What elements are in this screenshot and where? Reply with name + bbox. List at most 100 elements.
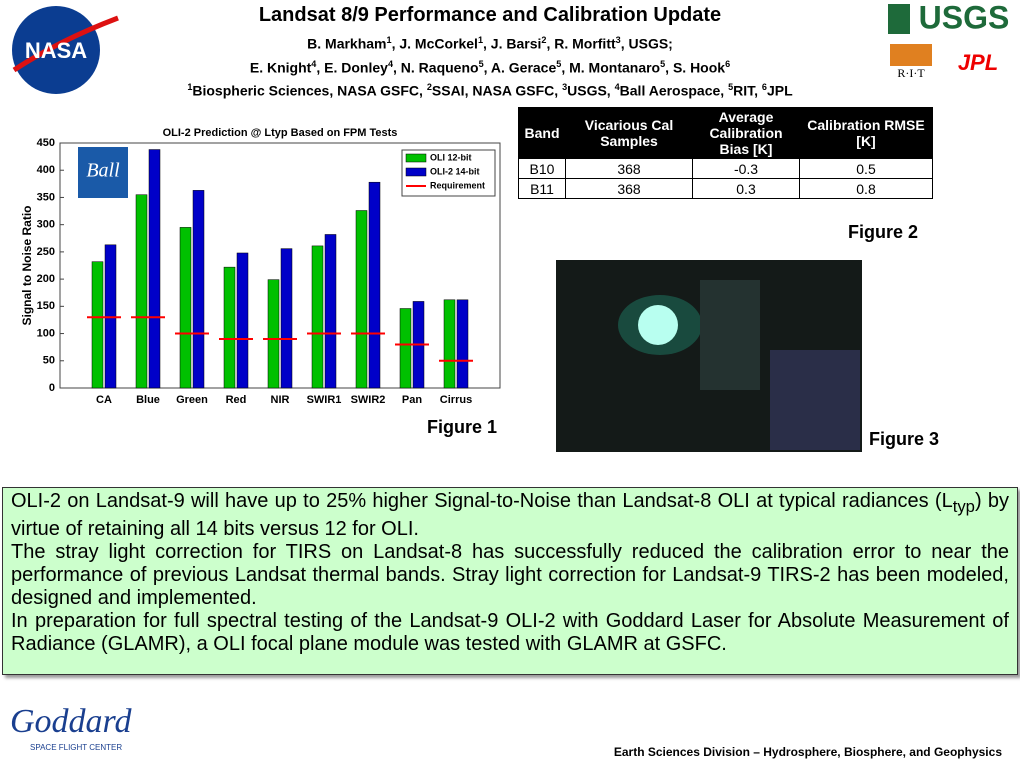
paragraph: The stray light correction for TIRS on L… [11,541,1009,610]
table-row: B10 368 -0.3 0.5 [518,158,933,179]
bar [267,279,280,389]
paragraph: OLI-2 on Landsat-9 will have up to 25% h… [11,490,1009,541]
photo-equipment [700,280,760,390]
column-header: Band [518,107,566,159]
caption: Figure 1 [427,417,498,437]
y-tick-label: 300 [37,219,55,231]
affiliation-number: 1 [187,82,193,93]
bar [443,299,456,389]
usgs-mark [888,4,910,34]
affiliation-number: 2 [426,82,432,93]
author-line: B. Markham1, J. McCorkel1, J. Barsi2, R.… [130,30,850,54]
ball-logo [78,147,128,198]
author-text: , M. Montanaro [561,59,661,76]
author-text: Biospheric Sciences, NASA GSFC, [192,82,427,99]
photo-equipment [770,350,860,450]
header-row: Band Vicarious Cal Samples Average Calibra… [518,107,933,159]
bar [179,227,192,389]
bar [355,210,368,389]
column-header: Vicarious Cal Samples [565,107,693,159]
nasa-logo [12,6,100,94]
affiliation-number: 5 [478,58,484,69]
nasa-text: NASA [25,38,87,63]
author-text: JPL [766,82,793,99]
author-text: , R. Morfitt [546,35,616,52]
author-text: SSAI, NASA GSFC, [431,82,563,99]
x-tick-label: Pan [402,394,422,406]
x-tick-label: Blue [136,394,160,406]
author-text: RIT, [733,82,762,99]
rit-tiger [890,44,932,66]
summary-box: OLI-2 on Landsat-9 will have up to 25% h… [2,487,1018,675]
affiliation-number: 5 [660,58,666,69]
author-text: , J. Barsi [483,35,542,52]
usgs-text: USGS [919,0,1010,35]
author-text: E. Knight [249,59,312,76]
paragraph-text: OLI-2 on Landsat-9 will have up to 25% h… [11,490,953,512]
y-tick-label: 150 [37,300,55,312]
affiliation-number: 1 [386,35,392,45]
author-text: , A. Gerace [483,59,557,76]
bar [280,248,293,389]
bar [236,252,249,389]
affiliation-number: 1 [477,35,483,45]
author-text: , J. McCorkel [391,35,478,52]
y-tick-label: 100 [37,327,55,339]
table-cell: 368 [565,178,693,199]
affiliation-number: 6 [725,58,731,69]
table-cell: 368 [565,158,693,179]
bar [148,149,161,389]
x-tick-label: CA [96,394,112,406]
results-table: Band Vicarious Cal Samples Average Calibra… [518,107,933,199]
affiliation-number: 4 [387,58,393,69]
ball-text: Ball [86,160,120,182]
y-axis-label: Signal to Noise Ratio [20,205,34,325]
bar [192,190,205,389]
paragraph-text: The stray light correction for TIRS on L… [11,541,1009,609]
y-tick-label: 50 [43,355,55,367]
bar [456,299,469,389]
goddard-sub: SPACE FLIGHT CENTER [30,743,122,752]
y-tick-label: 450 [37,137,55,149]
chart-title: OLI-2 Prediction @ Ltyp Based on FPM Tes… [163,127,398,139]
affiliation-number: 6 [761,82,767,93]
y-tick-label: 400 [37,164,55,176]
table-cell: B10 [518,158,566,179]
y-tick-label: 0 [49,382,55,394]
y-tick-label: 200 [37,273,55,285]
bar [399,308,412,389]
x-tick-label: SWIR2 [351,394,386,406]
caption: Figure 2 [848,222,919,242]
author-text: , E. Donley [316,59,388,76]
jpl-text: JPL [958,50,998,75]
affiliation-number: 5 [728,82,734,93]
legend-swatch [405,167,427,177]
affiliation-number: 5 [556,58,562,69]
authors: B. Markham1, J. McCorkel1, J. Barsi2, R.… [130,30,850,101]
rit-text: R·I·T [897,66,925,80]
table-row: B11 368 0.3 0.8 [518,178,933,199]
author-text: , USGS; [620,35,673,52]
bar [91,261,104,389]
y-tick-label: 250 [37,246,55,258]
x-tick-label: Red [226,394,247,406]
bar [135,194,148,389]
legend-label: Requirement [430,180,485,190]
legend-label: OLI 12-bit [430,152,472,162]
bar [311,245,324,389]
table-cell: 0.8 [799,178,933,199]
paragraph-text: ) by virtue of retaining all 14 bits ver… [11,490,1009,540]
author-text: Ball Aerospace, [619,82,729,99]
bar [368,181,381,389]
table-cell: 0.3 [692,178,800,199]
title: Landsat 8/9 Performance and Calibration … [258,4,722,26]
x-tick-label: Cirrus [440,394,472,406]
table-cell: B11 [518,178,566,199]
column-header: Calibration RMSE [K] [799,107,933,159]
photo-lamp [638,305,678,345]
author-text: USGS, [567,82,615,99]
author-line: 1Biospheric Sciences, NASA GSFC, 2SSAI, … [130,77,850,101]
paragraph: In preparation for full spectral testing… [11,610,1009,656]
x-tick-label: Green [176,394,208,406]
